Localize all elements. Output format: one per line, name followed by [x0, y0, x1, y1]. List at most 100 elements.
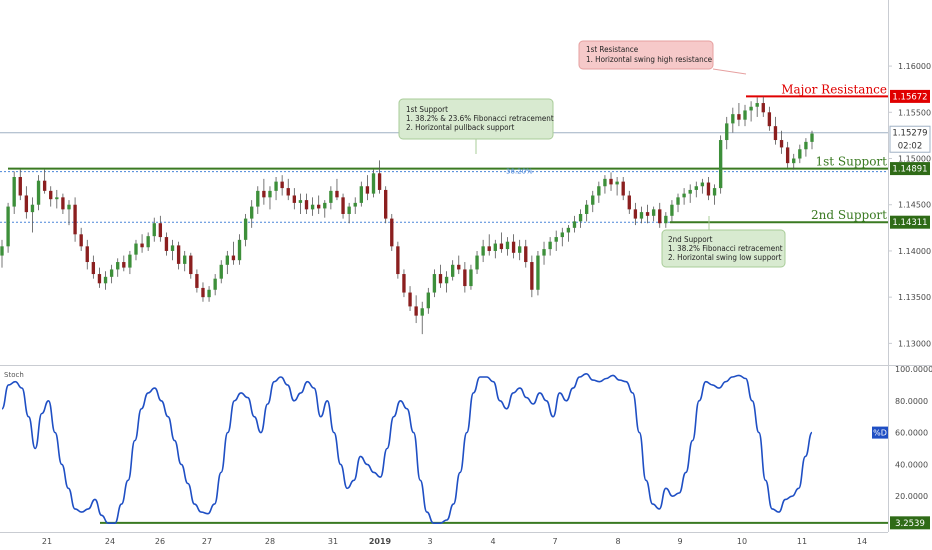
candle	[323, 200, 327, 218]
time-tick-label: 31	[328, 537, 338, 546]
time-axis: 21 24 26 27 28 31 2019 3 4 7 8 9 10 11 14	[42, 537, 867, 546]
candle	[384, 186, 388, 224]
stoch-d-badge: %D	[872, 426, 888, 439]
candle	[792, 153, 796, 170]
support1-annotation-line1: 1. 38.2% & 23.6% Fibonacci retracement	[406, 114, 554, 123]
candle	[0, 239, 4, 268]
resistance-annotation: 1st Resistance 1. Horizontal swing high …	[578, 40, 747, 75]
candle	[61, 193, 65, 214]
candle	[517, 239, 522, 261]
candle	[353, 197, 357, 214]
price-tick-label: 1.15000	[898, 155, 931, 164]
candle	[286, 178, 290, 201]
candle	[810, 130, 814, 150]
first-support-label: 1st Support	[815, 155, 887, 169]
candle	[749, 101, 753, 122]
candle	[329, 186, 333, 210]
candle	[548, 237, 552, 256]
candle	[785, 141, 790, 168]
candle	[109, 264, 114, 284]
candle	[170, 239, 175, 261]
candle	[463, 262, 467, 293]
candle	[55, 189, 59, 209]
candle	[91, 255, 96, 279]
candle	[493, 239, 497, 259]
candle	[688, 184, 692, 203]
support2-annotation-line1: 1. 38.2% Fibonacci retracement	[668, 244, 783, 253]
second-support-label: 2nd Support	[811, 208, 887, 222]
candle	[566, 225, 571, 242]
candle	[658, 202, 662, 228]
time-tick-label: 24	[105, 537, 115, 546]
candle	[73, 197, 77, 242]
resistance-annotation-line1: 1. Horizontal swing high resistance	[586, 55, 713, 64]
candle	[377, 160, 382, 194]
candle	[475, 250, 479, 275]
time-tick-label: 3	[427, 537, 432, 546]
time-tick-label: 11	[797, 537, 807, 546]
candle	[487, 234, 491, 256]
candle	[30, 197, 35, 233]
candle	[164, 232, 169, 256]
candle	[725, 116, 729, 150]
time-tick-label: 10	[737, 537, 747, 546]
candle	[554, 230, 558, 251]
major-resistance-badge: 1.15672	[890, 89, 930, 103]
candle	[36, 175, 41, 211]
time-tick-label: 14	[857, 537, 867, 546]
candle	[639, 206, 644, 224]
candle	[499, 232, 504, 253]
time-tick-label: 27	[202, 537, 212, 546]
support2-annotation-line2: 2. Horizontal swing low support	[668, 253, 782, 262]
candles	[0, 96, 814, 335]
support2-annotation: 2nd Support 1. 38.2% Fibonacci retraceme…	[661, 216, 786, 268]
candle	[292, 188, 297, 210]
candle	[122, 255, 126, 272]
candle	[195, 269, 199, 293]
stoch-tick-label: 40.0000	[895, 460, 928, 469]
candle	[152, 217, 156, 242]
level-lines	[0, 95, 888, 524]
current-price-countdown: 02:02	[898, 142, 923, 152]
candle	[530, 255, 534, 298]
stoch-title: Stoch	[4, 371, 24, 379]
candle	[317, 195, 321, 214]
candle	[432, 269, 437, 298]
candle	[183, 250, 187, 272]
candle	[560, 227, 564, 247]
candle	[682, 188, 686, 205]
candle	[128, 250, 132, 275]
candle	[280, 175, 284, 196]
candle	[256, 186, 260, 214]
candle	[426, 287, 430, 314]
candle	[706, 177, 711, 201]
candle	[347, 202, 351, 224]
candle	[274, 177, 278, 201]
second-support-badge-text: 1.14311	[892, 218, 927, 228]
stoch-tick-label: 100.0000	[895, 365, 932, 374]
candle	[651, 206, 656, 222]
candle	[536, 250, 540, 296]
candle	[243, 213, 248, 247]
candle	[633, 202, 638, 226]
candle	[798, 144, 802, 164]
stoch-support-badge: 3.2539	[890, 516, 930, 530]
candle	[700, 178, 705, 194]
candle	[731, 107, 735, 133]
candle	[755, 97, 759, 117]
candle	[761, 96, 765, 117]
candle	[97, 267, 102, 288]
candle	[457, 255, 461, 275]
time-tick-label: 8	[615, 537, 620, 546]
candle	[505, 237, 510, 256]
candle	[12, 171, 16, 214]
price-tick-label: 1.13500	[898, 293, 931, 302]
price-tick-label: 1.13000	[898, 339, 931, 348]
candle	[396, 241, 400, 279]
candle	[67, 200, 71, 226]
support1-annotation-title: 1st Support	[406, 105, 448, 114]
candle	[42, 169, 47, 194]
time-tick-label: 2019	[369, 537, 392, 546]
candle	[176, 241, 181, 270]
